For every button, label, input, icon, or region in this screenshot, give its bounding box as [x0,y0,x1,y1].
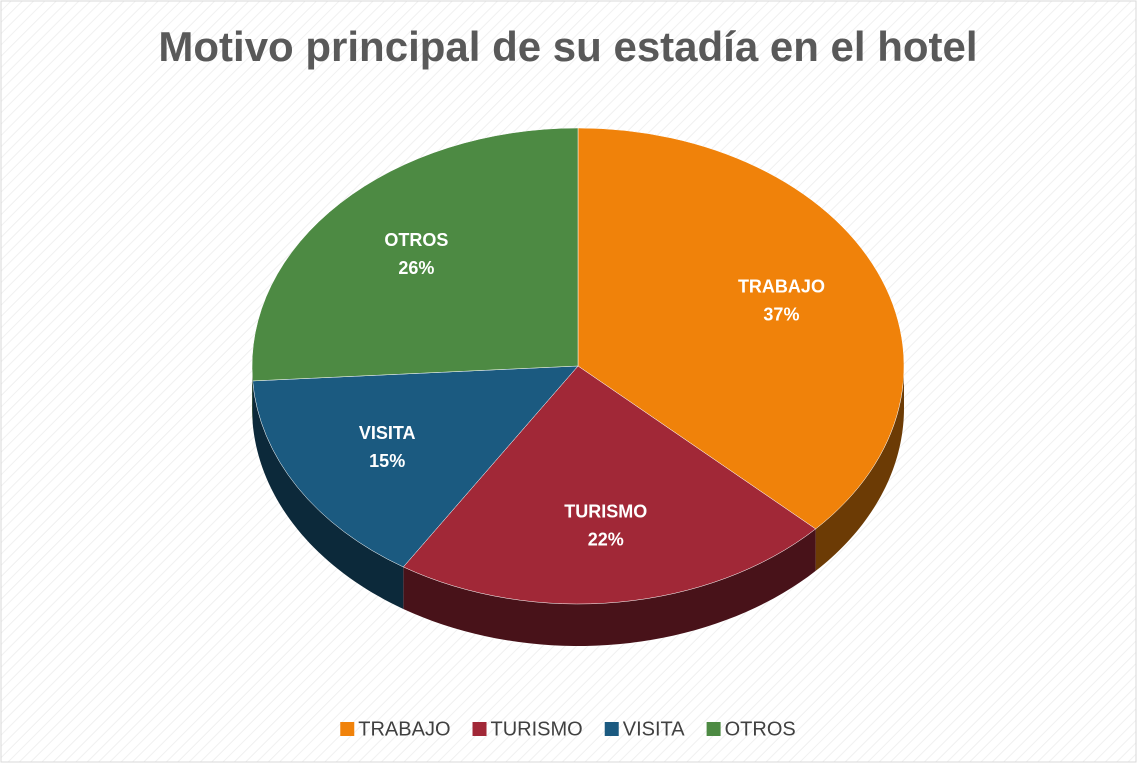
legend-label: VISITA [623,718,686,740]
data-label-value: 37% [763,304,799,324]
legend-swatch [604,722,619,736]
pie-slice [402,365,817,605]
pie-side [252,380,404,609]
pie-side [815,366,904,571]
data-label-category: TRABAJO [738,276,825,296]
legend: TRABAJO TURISMO VISITA OTROS [340,718,796,740]
legend-label: TURISMO [491,718,583,740]
chart-title: Motivo principal de su estadía en el hot… [158,23,977,70]
pie-slice [577,127,905,530]
data-label-category: VISITA [359,423,416,443]
pie-slice [251,127,579,382]
pie-side [403,528,816,646]
data-label-category: OTROS [384,230,448,250]
data-label-value: 26% [398,258,434,278]
legend-swatch [340,722,355,736]
data-label-value: 15% [369,451,405,471]
pie-tops [251,127,905,605]
pie-slice [252,365,579,568]
data-label-value: 22% [588,529,624,549]
data-labels: TRABAJO 37% TURISMO 22% VISITA 15% OTROS 26% [359,230,825,549]
legend-swatch [472,722,487,736]
legend-label: TRABAJO [358,718,450,740]
legend-label: OTROS [725,718,796,740]
data-label-category: TURISMO [564,501,647,521]
legend-swatch [706,722,721,736]
